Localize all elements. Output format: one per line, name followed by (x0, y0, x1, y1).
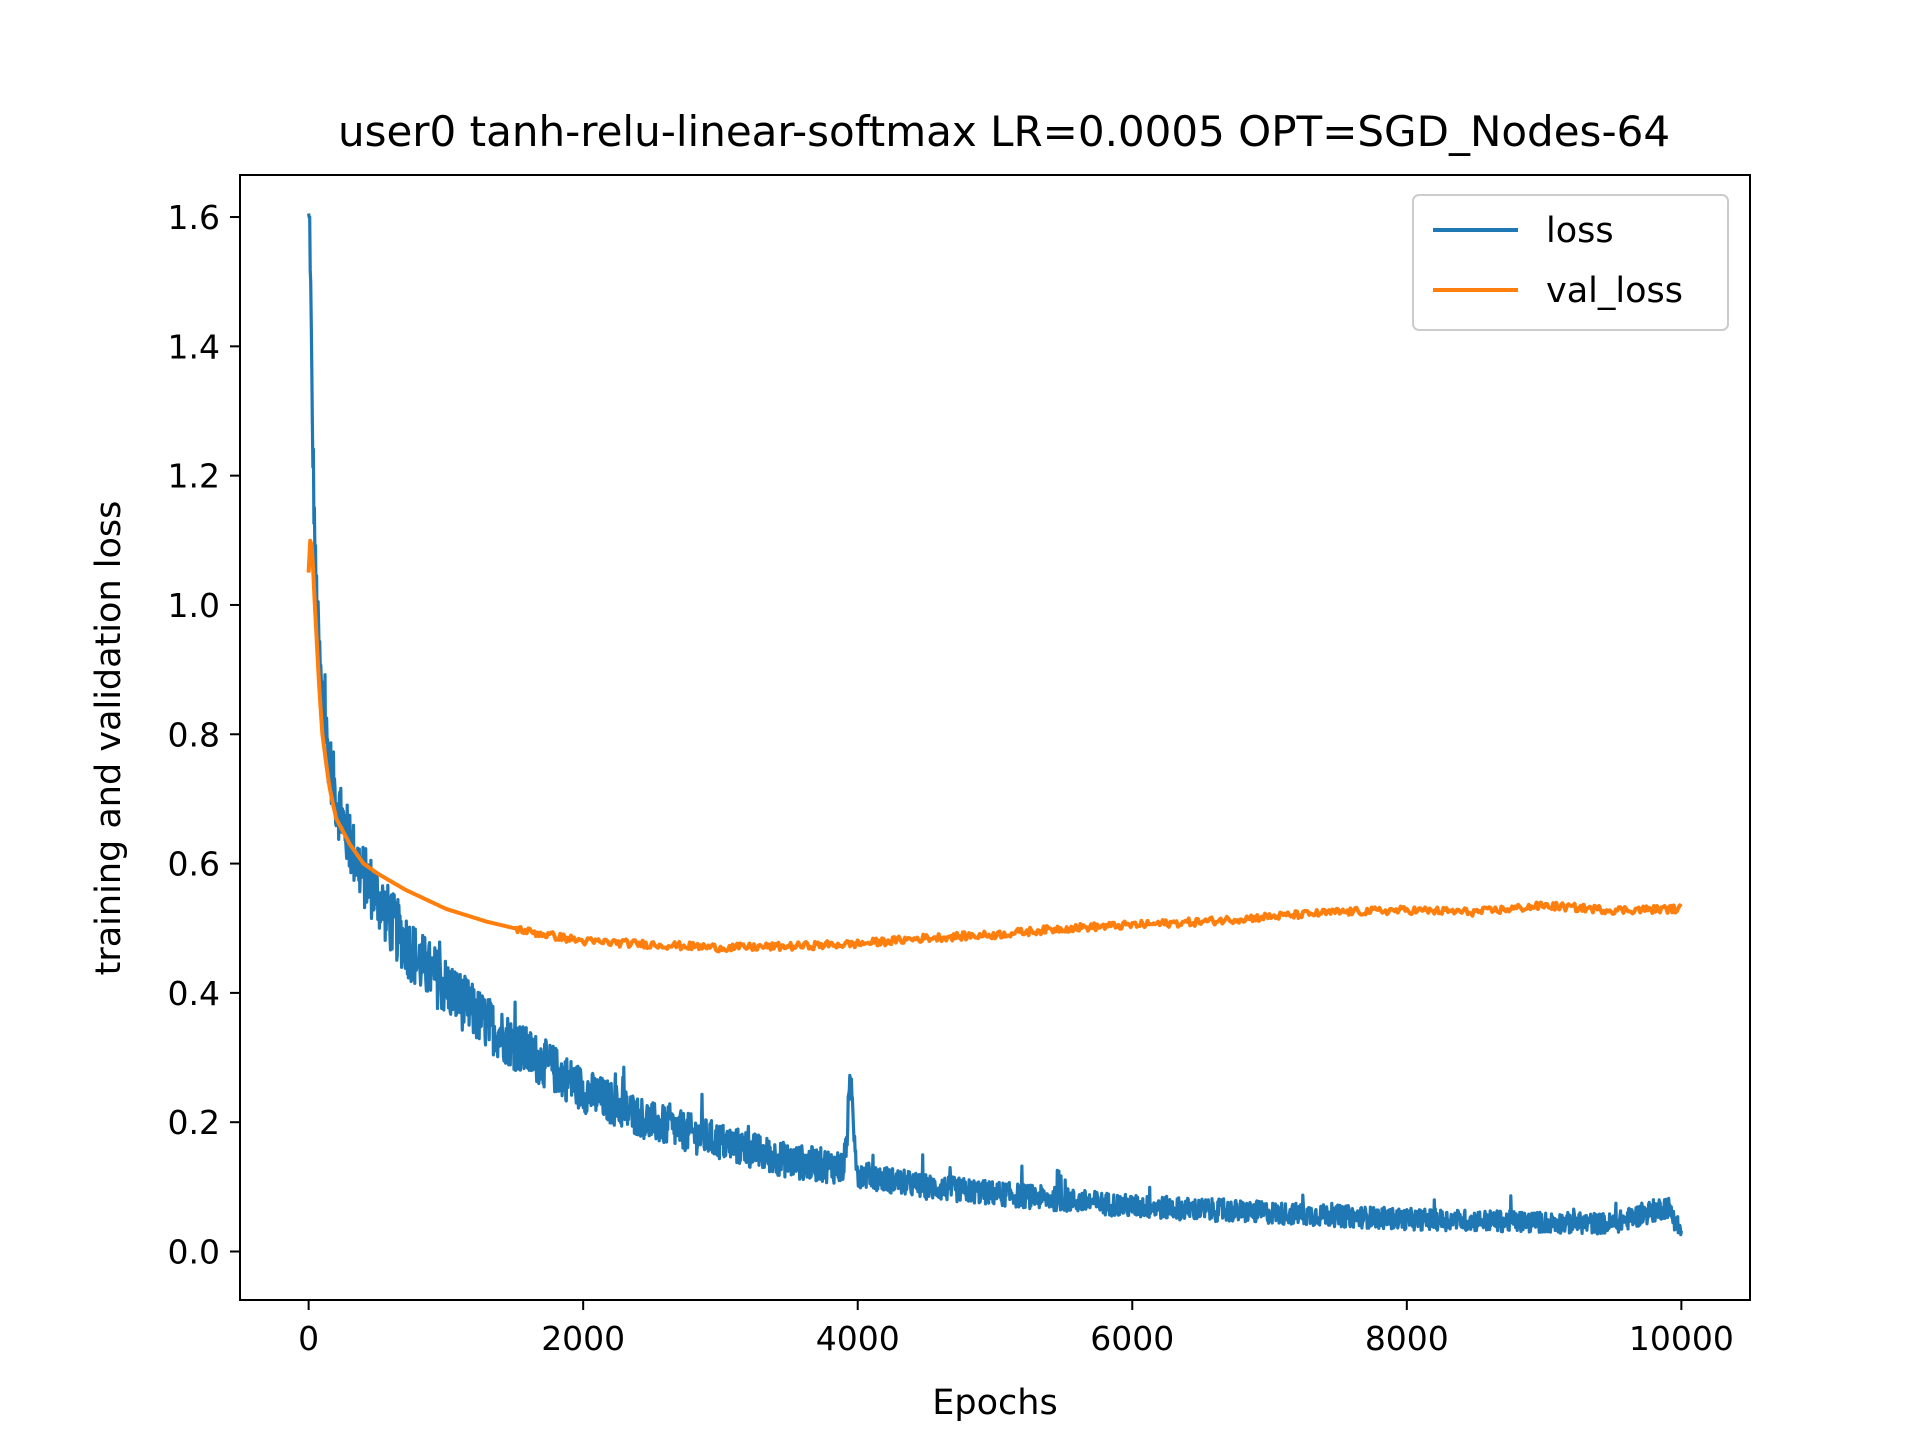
y-tick-label-0.4: 0.4 (168, 974, 220, 1013)
series-line-loss (307, 213, 1683, 1237)
legend-label-val_loss: val_loss (1546, 271, 1683, 311)
y-tick-label-0.0: 0.0 (168, 1233, 220, 1272)
x-tick-label-4000: 4000 (816, 1319, 900, 1358)
legend-label-loss: loss (1546, 211, 1614, 251)
series-line-val_loss (306, 538, 1683, 954)
y-tick-label-1.0: 1.0 (168, 586, 220, 625)
y-axis-label: training and validation loss (89, 501, 129, 976)
y-tick-label-0.2: 0.2 (168, 1103, 220, 1142)
x-tick-label-6000: 6000 (1090, 1319, 1174, 1358)
legend: loss val_loss (1412, 194, 1729, 331)
plot-area: 0 2000 4000 6000 8000 10000 0.0 0.2 0.4 0.6 0.8 1.0… (168, 174, 1751, 1358)
x-tick-label-10000: 10000 (1629, 1319, 1734, 1358)
x-tick-label-0: 0 (298, 1319, 319, 1358)
x-axis-label: Epochs (932, 1383, 1057, 1423)
y-tick-label-0.6: 0.6 (168, 845, 220, 884)
y-tick-label-0.8: 0.8 (168, 715, 220, 754)
y-tick-label-1.4: 1.4 (168, 327, 220, 366)
chart-title: user0 tanh-relu-linear-softmax LR=0.0005… (338, 107, 1670, 156)
axes-frame (239, 174, 1751, 1301)
x-tick-label-8000: 8000 (1365, 1319, 1449, 1358)
y-tick-label-1.6: 1.6 (168, 198, 220, 237)
x-tick-label-2000: 2000 (541, 1319, 625, 1358)
y-tick-label-1.2: 1.2 (168, 457, 220, 496)
series-group (306, 213, 1683, 1237)
